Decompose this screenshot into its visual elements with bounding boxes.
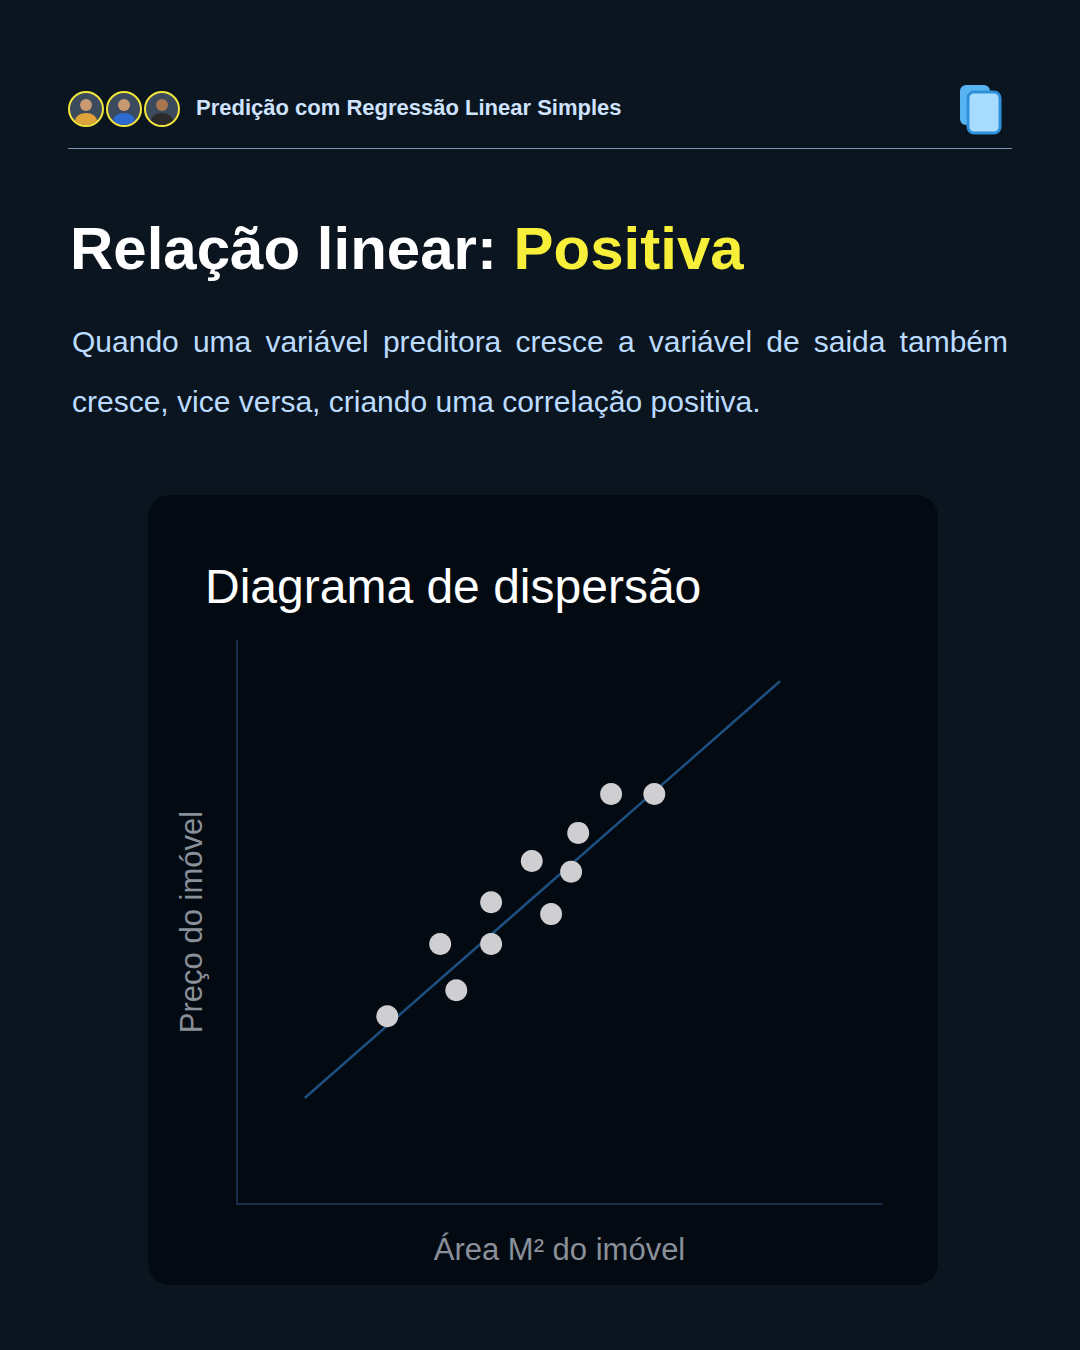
svg-text:Área M² do imóvel: Área M² do imóvel xyxy=(434,1232,686,1267)
svg-text:Diagrama de dispersão: Diagrama de dispersão xyxy=(205,560,701,613)
html-text:Relação linear: Positiva: Relação linear: Positiva xyxy=(70,215,744,282)
html-text:Quando uma variável preditora: Quando uma variável preditora cresce a v… xyxy=(72,325,1008,418)
html-text:Predição com Regressão Linear: Predição com Regressão Linear Simples xyxy=(196,95,622,120)
svg-text:Preço do imóvel: Preço do imóvel xyxy=(174,811,209,1033)
